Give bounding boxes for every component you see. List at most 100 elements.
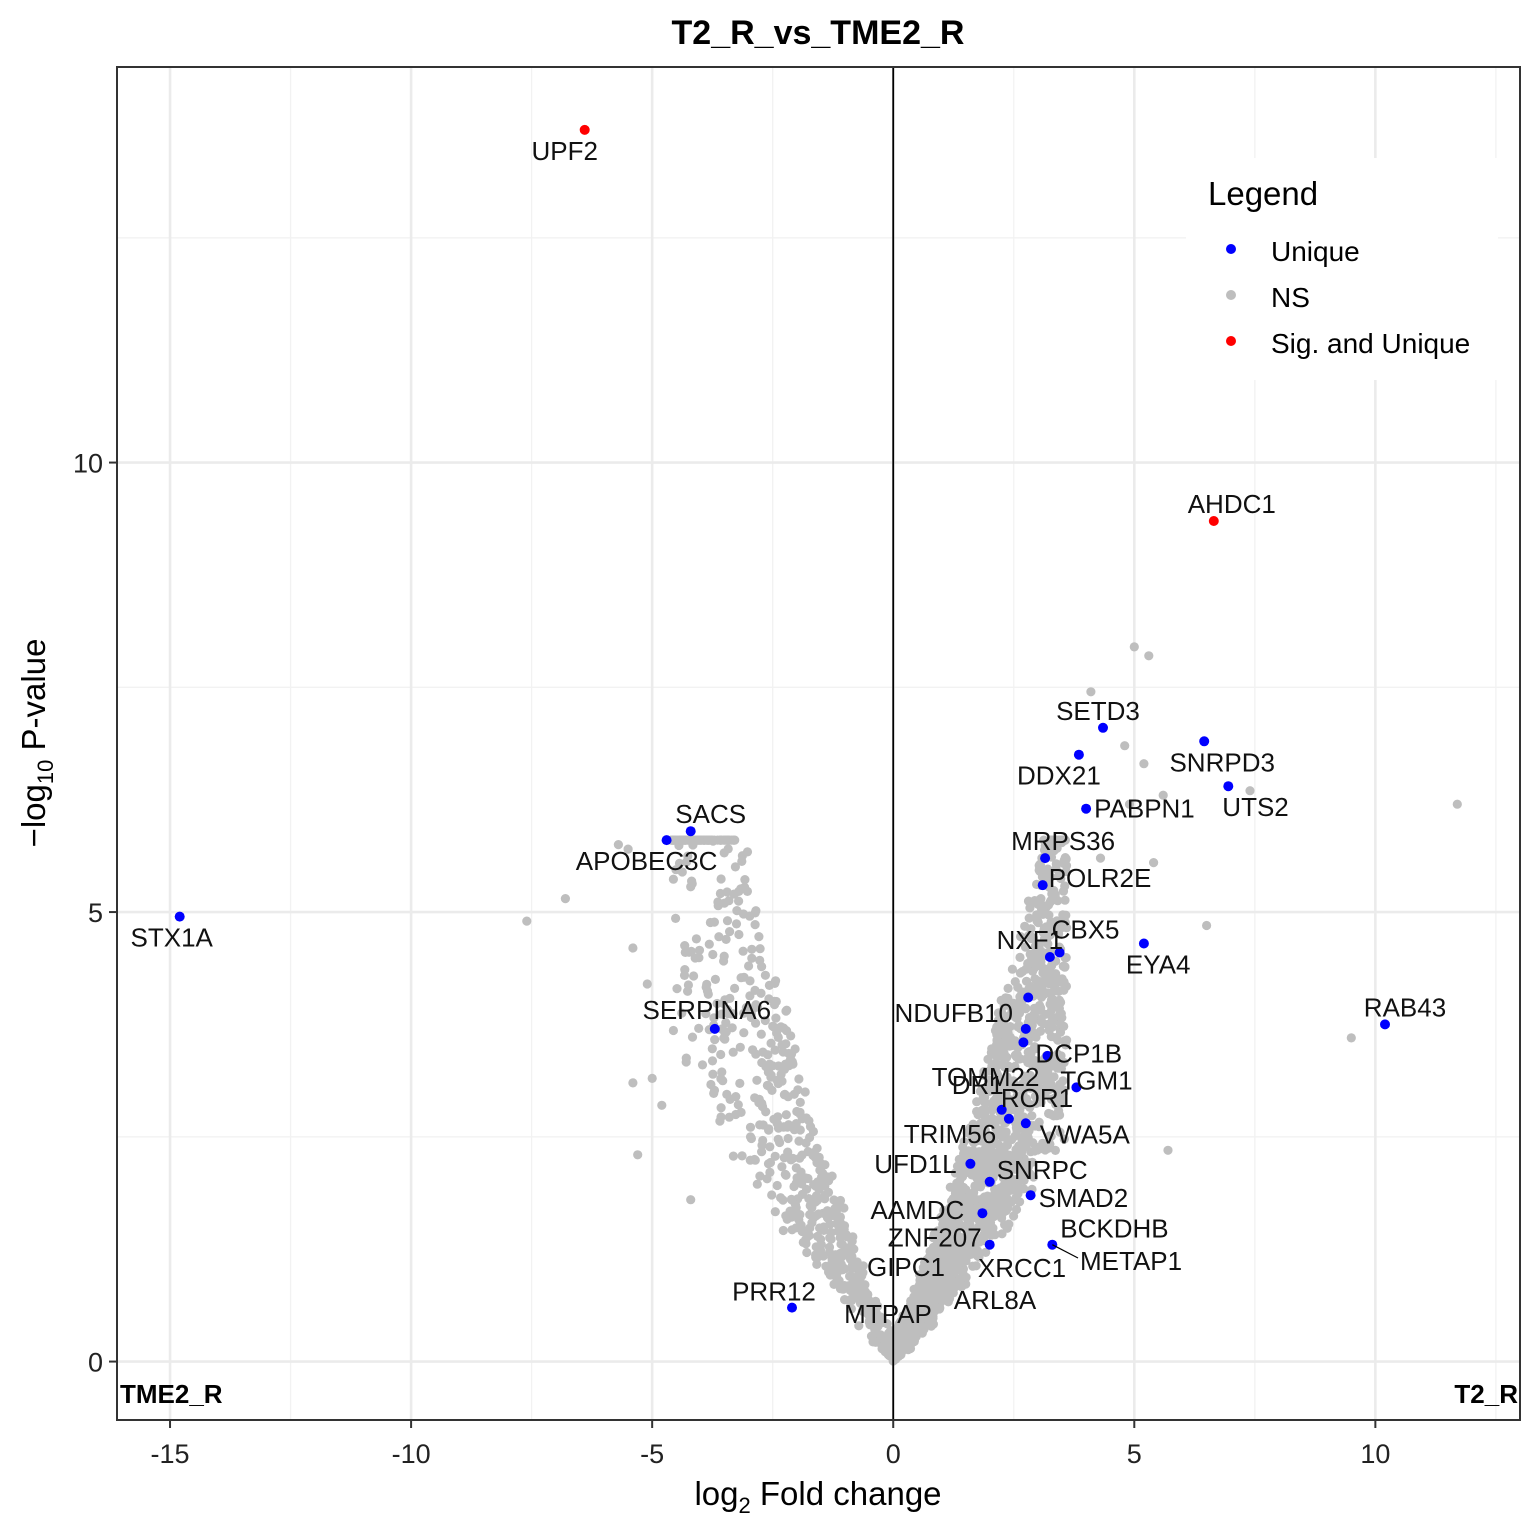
ns-point: [832, 1274, 843, 1284]
ns-point: [795, 1097, 805, 1107]
ns-point: [1036, 946, 1046, 956]
ns-point: [938, 1266, 948, 1276]
unique-point: [709, 1023, 720, 1034]
ns-point: [937, 1258, 947, 1268]
ns-point: [746, 1009, 756, 1019]
ns-point: [1059, 1021, 1069, 1031]
ns-point: [694, 1023, 704, 1033]
ns-point: [999, 1015, 1009, 1025]
gene-label: AHDC1: [1188, 489, 1276, 519]
ns-point: [522, 916, 532, 926]
ns-point: [1032, 1061, 1042, 1071]
ns-point: [1038, 1089, 1048, 1099]
gene-label: DCP1B: [1035, 1038, 1122, 1068]
ns-point: [964, 1192, 974, 1202]
gene-label: DR1: [952, 1070, 1004, 1100]
ns-point: [775, 1137, 785, 1148]
legend-marker: [1226, 336, 1236, 346]
ns-point: [681, 1057, 691, 1067]
y-axis-title: −log10 P-value: [15, 639, 58, 848]
ns-point: [1061, 981, 1071, 991]
ns-point: [1012, 1013, 1022, 1023]
ns-point: [787, 1057, 798, 1067]
ns-point: [1039, 1019, 1049, 1029]
ns-point: [1001, 1088, 1011, 1098]
gene-label: NDUFB10: [895, 998, 1013, 1028]
ns-point: [986, 1230, 996, 1240]
ns-point: [1021, 1079, 1031, 1089]
ns-point: [1013, 982, 1023, 992]
ns-point: [722, 887, 732, 897]
ns-point: [808, 1150, 818, 1161]
ns-point: [987, 1049, 997, 1059]
ns-point: [973, 1130, 983, 1141]
ns-point: [812, 1143, 822, 1153]
ns-point: [739, 1008, 749, 1018]
unique-point: [1018, 1037, 1029, 1048]
ns-point: [764, 1125, 774, 1135]
ns-point: [701, 982, 711, 992]
ns-point: [708, 949, 718, 960]
ns-point: [723, 1009, 733, 1019]
ns-point: [767, 1085, 777, 1095]
ns-point: [951, 1256, 961, 1266]
ns-point: [830, 1211, 840, 1221]
corner-label-left: TME2_R: [120, 1379, 223, 1409]
ns-point: [975, 1153, 985, 1163]
ns-point: [668, 1025, 679, 1036]
ns-point: [730, 983, 740, 994]
plot-panel-border: [116, 66, 1521, 1421]
unique-point: [996, 1104, 1007, 1115]
ns-point: [922, 1295, 932, 1305]
ns-point: [991, 1186, 1001, 1196]
ns-point: [751, 1000, 761, 1010]
gene-label: CBX5: [1052, 915, 1120, 945]
ns-point: [710, 974, 721, 985]
ns-point: [975, 1182, 986, 1192]
ns-point: [916, 1327, 926, 1337]
ns-point: [788, 1153, 798, 1163]
ns-point: [947, 1196, 957, 1206]
ns-point: [750, 920, 760, 930]
ns-point: [975, 1086, 986, 1096]
ns-point: [757, 1058, 767, 1068]
ns-point: [805, 1200, 815, 1211]
gene-label: TGM1: [1060, 1065, 1132, 1095]
ns-point: [681, 857, 692, 867]
ns-point: [828, 1267, 839, 1277]
gene-label: MRPS36: [1011, 826, 1115, 856]
gene-label: AAMDC: [870, 1195, 964, 1225]
gene-label: UPF2: [531, 136, 597, 166]
ns-point: [943, 1213, 953, 1224]
unique-point: [1380, 1019, 1390, 1030]
ns-point: [1009, 1211, 1019, 1221]
ns-point: [1020, 942, 1031, 952]
ns-point: [1019, 1184, 1029, 1194]
unique-point: [787, 1302, 797, 1313]
ns-point: [754, 1098, 764, 1108]
y-tick-label: 5: [88, 898, 103, 928]
y-tick-label: 0: [88, 1348, 103, 1378]
ns-point: [846, 1304, 857, 1314]
ns-point: [1001, 1191, 1011, 1201]
ns-point: [1049, 1013, 1059, 1023]
x-axis-title: log2 Fold change: [694, 1475, 941, 1518]
ns-point: [687, 1032, 698, 1042]
ns-point: [839, 1281, 850, 1291]
ns-point: [1002, 1072, 1012, 1082]
gene-label: PRR12: [732, 1277, 816, 1307]
ns-point: [1018, 1138, 1028, 1148]
gene-label: SNRPD3: [1169, 747, 1274, 777]
gene-label: TOMM22: [932, 1062, 1040, 1092]
ns-point: [832, 1219, 842, 1229]
ns-point: [752, 1179, 762, 1189]
ns-point: [1032, 910, 1042, 920]
gene-label: RAB43: [1364, 992, 1446, 1022]
ns-point: [628, 1078, 638, 1088]
ns-point: [693, 835, 703, 845]
gene-label: SNRPC: [997, 1155, 1088, 1185]
ns-point: [642, 979, 652, 989]
ns-point: [1124, 799, 1135, 809]
ns-point: [733, 1100, 743, 1110]
ns-point: [1035, 1005, 1045, 1016]
